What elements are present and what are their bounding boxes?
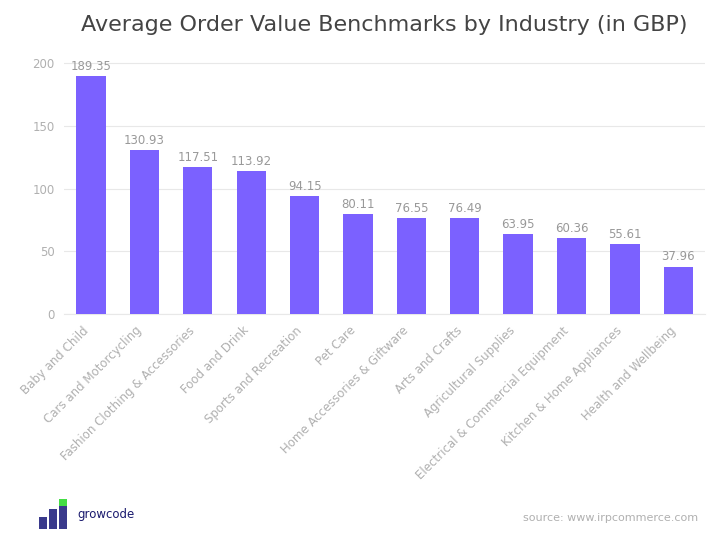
Bar [397,218,426,315]
Text: 76.49: 76.49 [448,202,482,215]
Bar [664,266,693,315]
Bar [236,171,266,315]
Text: 113.92: 113.92 [230,155,271,168]
Bar [76,76,106,315]
Text: 80.11: 80.11 [341,198,374,210]
Text: 37.96: 37.96 [662,250,695,263]
Bar [557,239,586,315]
Text: 55.61: 55.61 [608,229,642,241]
Bar [343,214,373,315]
Text: 63.95: 63.95 [501,218,535,231]
Bar [49,508,57,529]
Text: 130.93: 130.93 [124,134,165,147]
Bar [130,150,159,315]
Text: 189.35: 189.35 [71,60,112,73]
Bar [450,218,480,315]
Bar [611,245,639,315]
Text: 60.36: 60.36 [555,222,588,235]
Text: growcode: growcode [77,508,135,521]
Title: Average Order Value Benchmarks by Industry (in GBP): Average Order Value Benchmarks by Indust… [81,15,688,35]
Bar [183,167,212,315]
Text: 76.55: 76.55 [395,202,428,215]
Text: 94.15: 94.15 [288,180,321,193]
Bar [503,234,533,315]
Text: source: www.irpcommerce.com: source: www.irpcommerce.com [523,513,698,523]
Bar [39,517,47,529]
Bar [59,506,67,529]
Text: 117.51: 117.51 [177,151,218,163]
Bar [59,499,67,506]
Bar [290,196,319,315]
